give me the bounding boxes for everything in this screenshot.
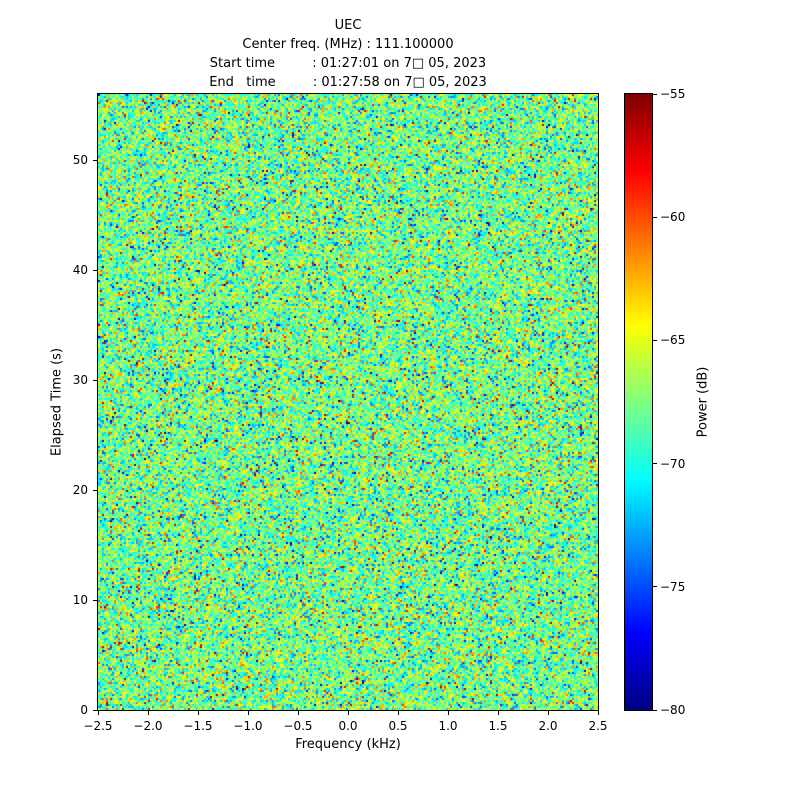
x-tick-label: −1.5 xyxy=(183,719,213,733)
y-tick-label: 10 xyxy=(72,593,88,607)
y-tick-label: 20 xyxy=(72,483,88,497)
x-tick xyxy=(397,711,399,715)
x-tick xyxy=(447,711,449,715)
x-tick-label: 0.5 xyxy=(388,719,408,733)
x-axis-label: Frequency (kHz) xyxy=(295,737,401,752)
y-tick-label: 0 xyxy=(80,703,88,717)
colorbar-canvas xyxy=(625,94,652,710)
x-tick xyxy=(597,711,599,715)
x-tick xyxy=(247,711,249,715)
y-tick-label: 30 xyxy=(72,373,88,387)
colorbar-tick xyxy=(653,93,657,95)
colorbar-tick xyxy=(653,709,657,711)
y-tick xyxy=(93,269,97,271)
x-tick-label: 0.0 xyxy=(338,719,358,733)
colorbar-tick-label: −55 xyxy=(660,87,686,101)
subtitle-start-time: Start time : 01:27:01 on 7□ 05, 2023 xyxy=(209,56,487,71)
figure-title: UEC xyxy=(334,18,362,33)
x-tick-label: 2.5 xyxy=(588,719,608,733)
y-tick-label: 50 xyxy=(72,153,88,167)
x-tick xyxy=(297,711,299,715)
spectrogram-canvas xyxy=(98,94,598,710)
x-tick xyxy=(547,711,549,715)
x-tick-label: −0.5 xyxy=(283,719,313,733)
x-tick xyxy=(147,711,149,715)
x-tick-label: 2.0 xyxy=(538,719,558,733)
colorbar-tick-label: −60 xyxy=(660,210,686,225)
colorbar-label: Power (dB) xyxy=(695,366,711,438)
colorbar-tick xyxy=(653,463,657,465)
colorbar-tick-label: −75 xyxy=(660,579,686,594)
colorbar-tick xyxy=(653,586,657,588)
x-tick xyxy=(347,711,349,715)
colorbar-tick-label: −70 xyxy=(660,456,686,471)
subtitle-center-freq: Center freq. (MHz) : 111.100000 xyxy=(242,37,454,52)
x-tick xyxy=(497,711,499,715)
y-tick xyxy=(93,489,97,491)
colorbar xyxy=(624,93,653,711)
x-tick xyxy=(97,711,99,715)
x-tick-label: −1.0 xyxy=(233,719,263,733)
y-tick-label: 40 xyxy=(72,263,88,277)
x-tick xyxy=(197,711,199,715)
colorbar-tick-label: −65 xyxy=(660,333,686,348)
spectrogram-plot xyxy=(97,93,599,711)
y-tick xyxy=(93,599,97,601)
y-axis-label: Elapsed Time (s) xyxy=(49,347,65,457)
x-tick-label: −2.5 xyxy=(83,719,113,733)
colorbar-tick-label: −80 xyxy=(660,703,686,717)
subtitle-end-time: End time : 01:27:58 on 7□ 05, 2023 xyxy=(209,75,487,90)
colorbar-tick xyxy=(653,216,657,218)
x-tick-label: −2.0 xyxy=(133,719,163,733)
x-tick-label: 1.5 xyxy=(488,719,508,733)
figure-header: UEC Center freq. (MHz) : 111.100000 Star… xyxy=(0,16,696,92)
y-tick xyxy=(93,709,97,711)
y-tick xyxy=(93,379,97,381)
colorbar-tick xyxy=(653,339,657,341)
y-tick xyxy=(93,159,97,161)
x-tick-label: 1.0 xyxy=(438,719,458,733)
